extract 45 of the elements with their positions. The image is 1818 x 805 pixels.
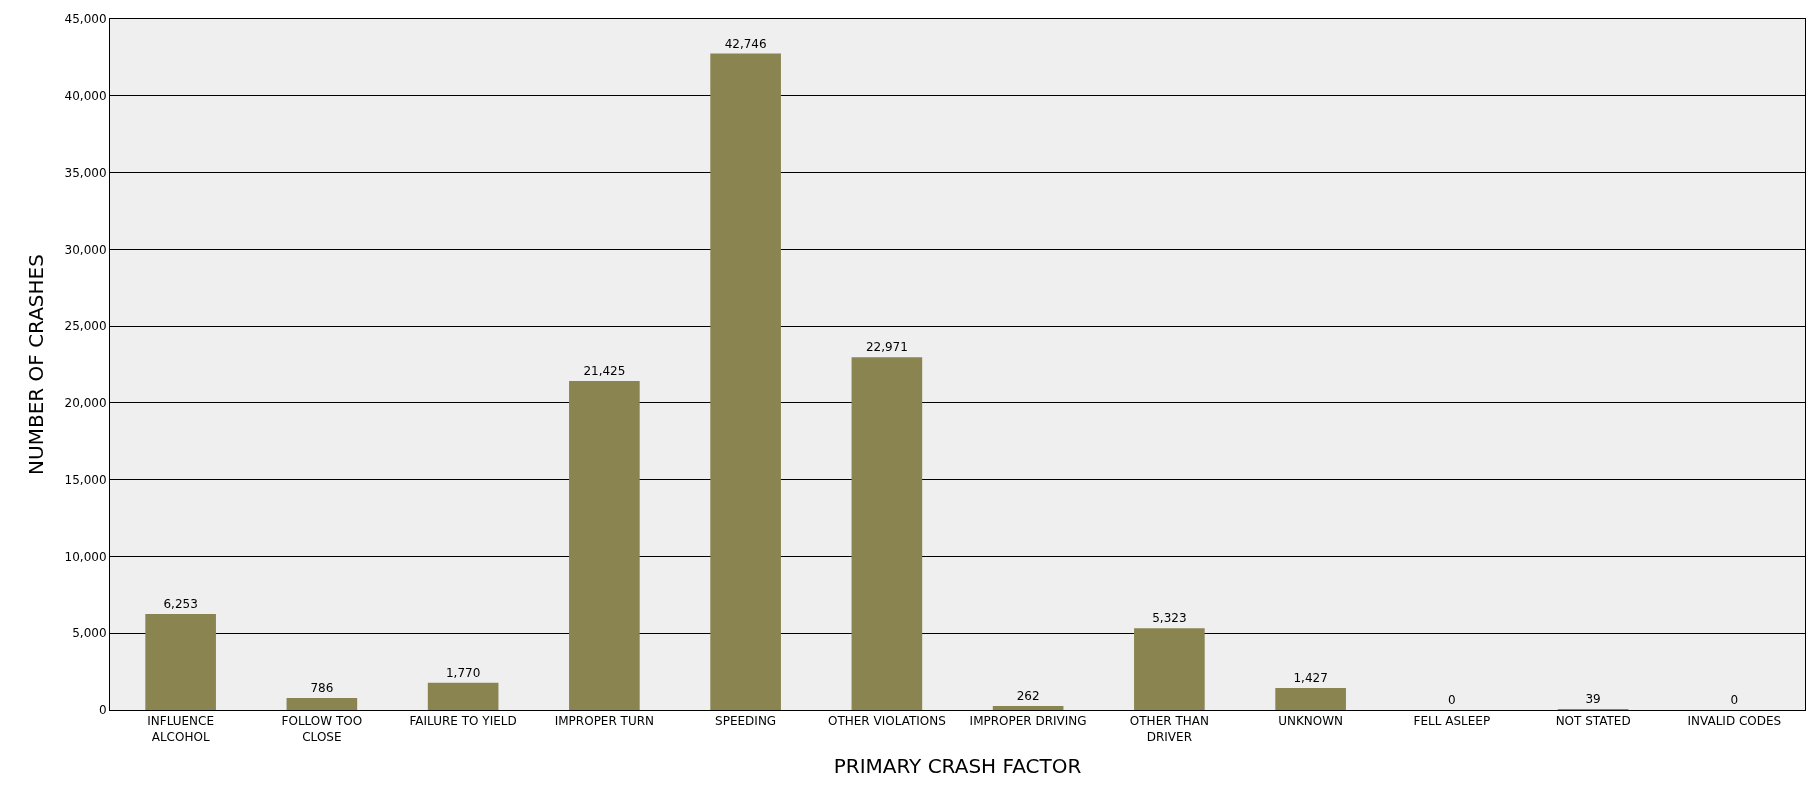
y-tick-label: 20,000 [64, 396, 107, 411]
bar [1275, 688, 1346, 710]
x-tick-label: FELL ASLEEP [1413, 714, 1491, 729]
y-tick-label: 40,000 [64, 88, 107, 103]
data-label: 42,746 [724, 36, 767, 51]
data-label: 0 [1448, 693, 1456, 707]
bar [1134, 628, 1205, 710]
data-label: 0 [1730, 693, 1739, 707]
y-tick-label: 35,000 [64, 165, 107, 180]
data-label: 1,427 [1293, 671, 1328, 686]
x-tick-label: UNKNOWN [1278, 714, 1344, 729]
bar [286, 697, 358, 710]
y-tick-label: 10,000 [64, 549, 107, 564]
y-tick-label: 0 [98, 703, 107, 718]
y-axis-title: NUMBER OF CRASHES [24, 254, 49, 475]
x-tick-label: OTHER THAN DRIVER [1129, 714, 1209, 744]
x-tick-label: INVALID CODES [1687, 714, 1782, 729]
data-label: 6,253 [163, 596, 198, 611]
y-tick-label: 45,000 [64, 12, 107, 27]
x-tick-label: IMPROPER DRIVING [969, 714, 1087, 729]
bar [427, 682, 499, 710]
data-label: 786 [310, 680, 334, 695]
data-label: 5,323 [1152, 611, 1187, 626]
y-tick-label: 25,000 [64, 319, 107, 334]
bar [569, 381, 640, 710]
bar [851, 357, 923, 710]
x-axis-title: PRIMARY CRASH FACTOR [833, 753, 1082, 778]
data-label: 39 [1585, 692, 1601, 706]
x-tick-label: IMPROPER TURN [554, 714, 655, 729]
bar [145, 613, 216, 710]
data-label: 1,770 [445, 665, 481, 680]
bar [710, 53, 781, 710]
y-tick-label: 5,000 [72, 626, 107, 641]
data-label: 262 [1016, 688, 1040, 703]
data-label: 21,425 [583, 364, 626, 379]
y-tick-label: 30,000 [64, 242, 107, 257]
y-tick-label: 15,000 [64, 472, 107, 487]
x-tick-label: FAILURE TO YIELD [409, 714, 517, 729]
x-tick-label: NOT STATED [1555, 714, 1631, 729]
x-tick-label: OTHER VIOLATIONS [827, 714, 946, 729]
x-tick-label: SPEEDING [715, 714, 777, 729]
x-tick-label: FOLLOW TOO CLOSE [281, 714, 363, 744]
data-label: 22,971 [865, 340, 908, 355]
bar [992, 705, 1064, 710]
x-tick-label: INFLUENCE ALCOHOL [147, 714, 215, 744]
